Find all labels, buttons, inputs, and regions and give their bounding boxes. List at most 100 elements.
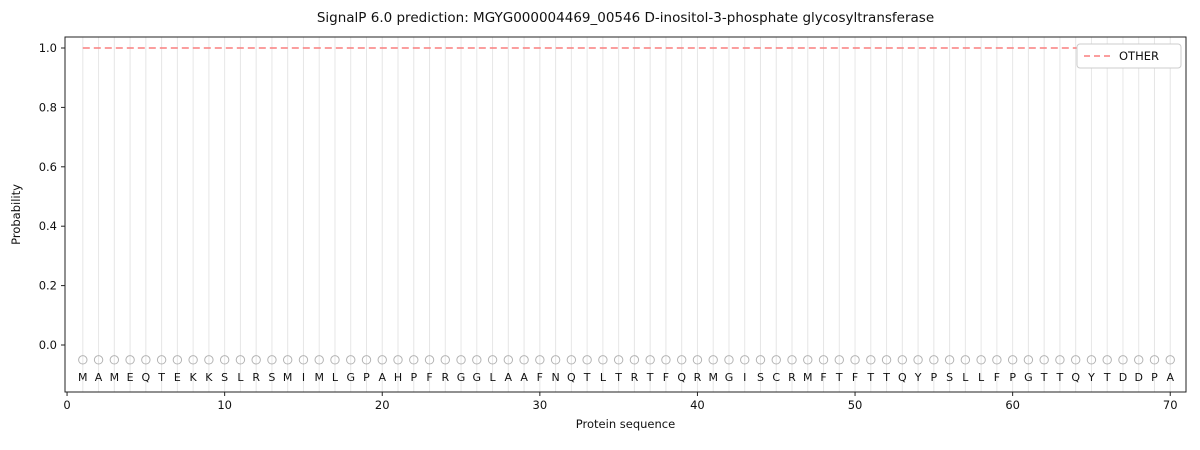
residue-letter: R — [788, 371, 796, 384]
residue-marker — [771, 355, 781, 365]
residue-letter: M — [283, 371, 293, 384]
residue-letter: Y — [914, 371, 922, 384]
residue-marker — [881, 355, 892, 365]
x-tick-label: 40 — [690, 398, 705, 412]
residue-letter: S — [268, 371, 275, 384]
residue-letter: L — [332, 371, 339, 384]
residue-marker — [755, 355, 766, 365]
residue-letter: A — [95, 371, 103, 384]
residue-marker — [960, 355, 971, 365]
residue-marker — [1134, 355, 1144, 365]
residue-letter: M — [803, 371, 813, 384]
residue-marker — [78, 355, 88, 365]
residue-letter: P — [1151, 371, 1158, 384]
residue-marker — [393, 355, 403, 365]
residue-letter: C — [772, 371, 780, 384]
residue-marker — [976, 355, 986, 365]
residue-letter: K — [205, 371, 213, 384]
residue-marker — [629, 355, 640, 365]
x-axis-label: Protein sequence — [576, 417, 675, 431]
residue-letter: N — [551, 371, 559, 384]
residue-letter: M — [708, 371, 718, 384]
residue-marker — [204, 355, 214, 365]
chart-title: SignalP 6.0 prediction: MGYG000004469_00… — [317, 10, 934, 26]
residue-letter: T — [1056, 371, 1064, 384]
residue-letter: M — [110, 371, 120, 384]
residue-marker — [724, 355, 734, 365]
residue-letter: E — [174, 371, 181, 384]
residue-marker — [787, 355, 797, 365]
x-tick-label: 10 — [217, 398, 232, 412]
residue-marker — [550, 355, 561, 365]
residue-marker — [1086, 355, 1097, 365]
residue-letter: L — [978, 371, 985, 384]
residue-letter: F — [820, 371, 826, 384]
residue-marker — [834, 355, 844, 365]
residue-marker — [740, 355, 750, 365]
residue-letter: P — [363, 371, 370, 384]
residue-marker — [440, 355, 450, 365]
residue-marker — [472, 355, 482, 365]
residue-letter: F — [852, 371, 858, 384]
residue-letter: Q — [898, 371, 907, 384]
residue-marker — [1007, 355, 1018, 365]
residue-marker — [409, 355, 419, 365]
residue-marker — [1102, 355, 1112, 365]
residue-letter: I — [743, 371, 746, 384]
residue-marker — [929, 355, 939, 365]
residue-marker — [377, 355, 387, 365]
residue-letter: A — [520, 371, 528, 384]
residue-marker — [1149, 355, 1160, 365]
residue-letter: F — [537, 371, 543, 384]
residue-marker — [582, 355, 592, 365]
residue-marker — [456, 355, 466, 365]
residue-letter: L — [489, 371, 496, 384]
residue-marker — [1118, 355, 1128, 365]
y-tick-label: 0.6 — [39, 160, 57, 174]
residue-letter: T — [882, 371, 890, 384]
residue-marker — [992, 355, 1002, 365]
residue-marker — [172, 355, 183, 365]
x-tick-label: 50 — [848, 398, 863, 412]
y-tick-label: 0.8 — [39, 100, 57, 114]
residue-letter: P — [1009, 371, 1016, 384]
residue-letter: G — [725, 371, 734, 384]
residue-letter: S — [221, 371, 228, 384]
legend-label: OTHER — [1119, 49, 1159, 63]
y-axis-ticks: 0.0 0.2 0.4 0.6 0.8 1.0 — [39, 41, 65, 352]
residue-marker — [1055, 355, 1065, 365]
axis-frame — [64, 36, 1187, 393]
residue-marker — [1070, 355, 1081, 365]
residue-letter: Q — [677, 371, 686, 384]
x-tick-label: 60 — [1005, 398, 1020, 412]
residue-letter: E — [127, 371, 134, 384]
residue-letter: R — [441, 371, 449, 384]
residue-marker — [267, 355, 277, 365]
residue-marker — [661, 355, 671, 365]
residue-letter: L — [962, 371, 969, 384]
residue-marker — [93, 355, 104, 365]
y-tick-label: 0.2 — [39, 279, 57, 293]
residue-marker — [613, 355, 624, 365]
residue-letter: T — [1103, 371, 1111, 384]
legend: OTHER — [1076, 43, 1182, 69]
residue-letter: T — [583, 371, 591, 384]
residue-marker — [282, 355, 293, 365]
x-tick-label: 0 — [63, 398, 70, 412]
residue-marker — [361, 355, 372, 365]
residue-marker — [314, 355, 324, 365]
residue-markers — [78, 355, 1175, 365]
residue-marker — [944, 355, 955, 365]
x-tick-label: 30 — [533, 398, 548, 412]
residue-letter: A — [378, 371, 386, 384]
residue-letter: T — [866, 371, 874, 384]
residue-letter: S — [757, 371, 764, 384]
residue-marker — [708, 355, 718, 365]
residue-letter: A — [505, 371, 513, 384]
residue-marker — [598, 355, 608, 365]
residue-marker — [566, 355, 577, 365]
residue-letter: T — [1040, 371, 1048, 384]
residue-letter: T — [646, 371, 654, 384]
